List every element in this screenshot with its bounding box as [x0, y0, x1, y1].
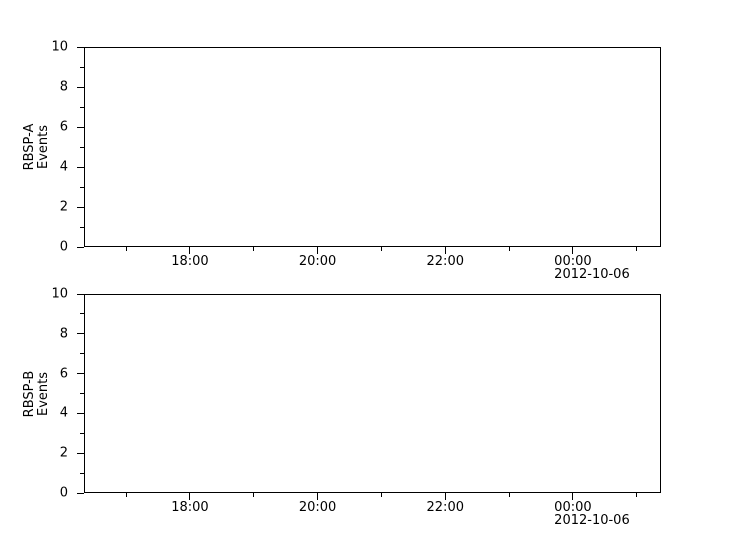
x-minor-tick-mark	[125, 247, 127, 251]
x-major-tick-mark	[444, 247, 446, 254]
x-minor-tick-mark	[636, 247, 638, 251]
x-minor-tick-mark	[253, 493, 255, 497]
x-minor-tick-mark	[253, 247, 255, 251]
x-minor-tick-mark	[508, 493, 510, 497]
y-tick-label: 6	[59, 119, 68, 135]
y-tick-label: 8	[59, 326, 68, 342]
y-minor-tick-mark	[80, 106, 84, 108]
x-major-tick-mark	[189, 493, 191, 500]
y-tick-label: 2	[59, 199, 68, 215]
x-minor-tick-mark	[380, 493, 382, 497]
y-tick-label: 6	[59, 366, 68, 382]
y-major-tick-mark	[77, 246, 84, 248]
y-tick-label: 4	[59, 405, 68, 421]
y-major-tick-mark	[77, 46, 84, 48]
x-minor-tick-mark	[125, 493, 127, 497]
y-major-tick-mark	[77, 293, 84, 295]
x-tick-label: 20:00	[298, 254, 337, 269]
x-minor-tick-mark	[380, 247, 382, 251]
x-axis-date-label: 2012-10-06	[554, 267, 630, 282]
x-tick-label: 00:00	[554, 254, 592, 269]
x-major-tick-mark	[317, 493, 319, 500]
y-minor-tick-mark	[80, 472, 84, 474]
x-tick-label: 22:00	[426, 500, 464, 515]
x-tick-label: 18:00	[171, 500, 209, 515]
y-tick-label: 8	[59, 79, 68, 95]
x-major-tick-mark	[572, 493, 574, 500]
x-tick-label: 00:00	[554, 500, 592, 515]
y-minor-tick-mark	[80, 353, 84, 355]
x-major-tick-mark	[317, 247, 319, 254]
y-minor-tick-mark	[80, 393, 84, 394]
y-tick-label: 4	[59, 159, 68, 175]
plot-area-rbsp-b	[84, 294, 661, 493]
plot-area-rbsp-a	[84, 47, 661, 247]
y-minor-tick-mark	[80, 313, 84, 315]
x-major-tick-mark	[444, 493, 446, 500]
y-major-tick-mark	[77, 492, 84, 494]
y-major-tick-mark	[77, 373, 84, 375]
y-tick-label: 0	[59, 239, 68, 255]
y-major-tick-mark	[77, 206, 84, 208]
y-minor-tick-mark	[80, 186, 84, 188]
x-tick-label: 22:00	[426, 254, 464, 269]
y-major-tick-mark	[77, 166, 84, 168]
y-major-tick-mark	[77, 452, 84, 454]
y-tick-label: 2	[59, 445, 68, 461]
x-major-tick-mark	[572, 247, 574, 254]
y-major-tick-mark	[77, 333, 84, 335]
y-tick-label: 0	[59, 485, 68, 501]
y-axis-label-rbsp-a: RBSP-A Events	[22, 123, 51, 171]
y-major-tick-mark	[77, 86, 84, 88]
x-tick-label: 20:00	[298, 500, 337, 515]
x-major-tick-mark	[189, 247, 191, 254]
y-tick-label: 10	[51, 39, 68, 55]
x-axis-date-label: 2012-10-06	[554, 513, 630, 528]
x-tick-label: 18:00	[171, 254, 209, 269]
y-minor-tick-mark	[80, 432, 84, 434]
y-axis-label-rbsp-b: RBSP-B Events	[22, 370, 51, 417]
y-minor-tick-mark	[80, 146, 84, 148]
y-major-tick-mark	[77, 126, 84, 128]
x-minor-tick-mark	[636, 493, 638, 497]
x-minor-tick-mark	[508, 247, 510, 251]
y-minor-tick-mark	[80, 66, 84, 68]
y-major-tick-mark	[77, 412, 84, 414]
y-minor-tick-mark	[80, 226, 84, 228]
y-tick-label: 10	[51, 286, 68, 302]
